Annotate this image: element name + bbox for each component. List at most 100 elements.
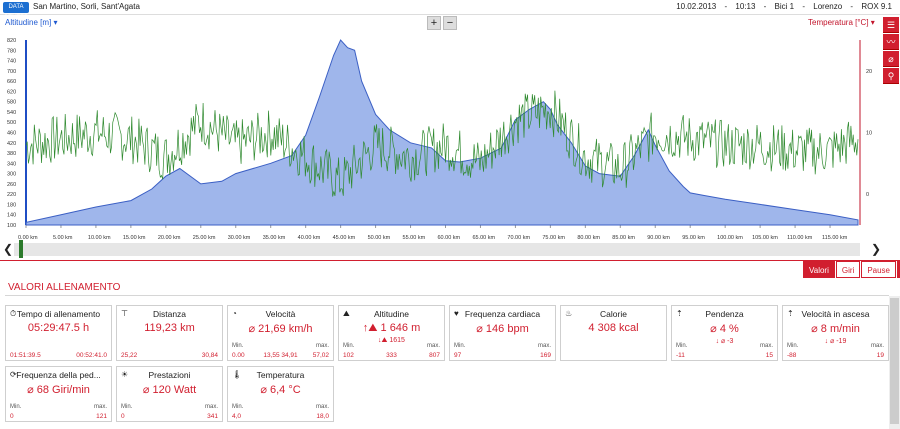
stat-card: ⛰ Altitudine ↑⛰ 1 646 m ↓⛰ 1615 Min. max. 102 3… xyxy=(338,305,445,361)
stat-min-label: Min. xyxy=(787,343,799,349)
stat-min-value: -88 xyxy=(787,352,797,359)
timeline-handle[interactable] xyxy=(19,240,23,258)
x-tick-label: 75.00 km xyxy=(542,235,565,240)
vertical-scrollbar[interactable] xyxy=(889,296,900,429)
left-tick-label: 300 xyxy=(7,172,16,178)
stat-max-value: 807 xyxy=(429,352,440,359)
x-tick-label: 30.00 km xyxy=(228,235,251,240)
tab-giri[interactable]: Giri xyxy=(835,261,861,278)
stat-min-label: Min. xyxy=(232,404,244,410)
x-tick-label: 20.00 km xyxy=(158,235,181,240)
left-tick-label: 420 xyxy=(7,141,16,147)
left-tick-label: 780 xyxy=(7,48,16,54)
left-tick-label: 660 xyxy=(7,79,16,85)
zoom-out-button[interactable]: − xyxy=(443,16,457,30)
stat-min-value: 0 xyxy=(121,413,125,420)
list-view-icon[interactable]: ☰ xyxy=(897,261,900,278)
x-tick-label: 45.00 km xyxy=(333,235,356,240)
stat-value: 4 308 kcal xyxy=(588,322,639,334)
left-tick-label: 140 xyxy=(7,213,16,219)
stat-min-label: Min. xyxy=(121,404,133,410)
activity-device: ROX 9.1 xyxy=(861,2,892,11)
timeline-track[interactable] xyxy=(14,243,860,256)
chevron-down-icon: ▾ xyxy=(53,18,58,27)
stat-value: ↑⛰ 1 646 m xyxy=(362,322,421,334)
tab-bar: Valori Giri Pause ☰ xyxy=(802,261,900,278)
stat-value: ⌀ 4 % xyxy=(710,323,739,335)
right-tick-label: 0 xyxy=(866,192,869,198)
tab-valori[interactable]: Valori xyxy=(803,261,835,278)
x-tick-label: 105.00 km xyxy=(752,235,778,240)
tab-pause[interactable]: Pause xyxy=(861,261,896,278)
clock-icon: ⏱ xyxy=(10,309,17,318)
stat-min-value: 4,0 xyxy=(232,413,242,420)
x-tick-label: 5.00 km xyxy=(53,235,73,240)
stat-min-label: Min. xyxy=(10,404,22,410)
x-tick-label: 40.00 km xyxy=(298,235,321,240)
stat-min-label: Min. xyxy=(676,343,688,349)
speedometer-icon: ◔ xyxy=(232,309,237,318)
stat-max-value: 00:52:41.0 xyxy=(76,352,107,359)
stat-max-label: max. xyxy=(537,343,551,349)
cadence-icon: ⟳ xyxy=(10,370,17,379)
app-logo: DATA CENTER xyxy=(3,2,29,21)
list-icon[interactable]: ☰ xyxy=(883,17,899,33)
left-tick-label: 740 xyxy=(7,59,16,65)
left-axis-selector[interactable]: Altitudine [m] ▾ xyxy=(5,18,58,27)
stat-value: ⌀ 21,69 km/h xyxy=(248,323,313,335)
section-title: VALORI ALLENAMENTO xyxy=(8,282,121,293)
stat-min-label: Min. xyxy=(454,343,466,349)
marker-icon[interactable]: ⚲ xyxy=(883,68,899,84)
slope-icon: ⇡ xyxy=(676,309,683,318)
stat-label: Tempo di allenamento xyxy=(16,309,101,319)
right-axis-selector[interactable]: Temperatura [°C] ▾ xyxy=(808,18,875,27)
stat-min-value: 25,22 xyxy=(121,352,138,359)
stat-label: Distanza xyxy=(152,309,187,319)
stat-card: ⇡ Pendenza ⌀ 4 % ↓ ⌀ -3 Min. max. -11 15 xyxy=(671,305,778,361)
stat-max-label: max. xyxy=(759,343,773,349)
stat-min-value: 102 xyxy=(343,352,354,359)
chevron-down-icon: ▾ xyxy=(870,18,875,27)
distance-icon: ⊤ xyxy=(121,309,128,318)
left-tick-label: 620 xyxy=(7,89,16,95)
left-tick-label: 100 xyxy=(7,223,16,229)
stat-card: ☀ Prestazioni ⌀ 120 Watt Min. max. 0 341 xyxy=(116,366,223,422)
activity-date: 10.02.2013 xyxy=(676,2,717,11)
stat-label: Velocità in ascesa xyxy=(801,309,870,319)
power-icon: ☀ xyxy=(121,370,129,379)
left-tick-label: 580 xyxy=(7,100,16,106)
left-tick-label: 180 xyxy=(7,202,16,208)
mountain-icon: ⛰ xyxy=(343,309,350,318)
scroll-right-icon[interactable]: ❯ xyxy=(871,242,882,256)
training-chart[interactable]: 820 780 740 700 660 620 580 540 500 460 420 380 340 3… xyxy=(0,30,880,240)
activity-title: San Martino, Sorli, Sant'Agata xyxy=(33,2,140,11)
timeline-scroller[interactable]: ❮ ❯ xyxy=(0,240,882,258)
stat-card: ♥ Frequenza cardiaca ⌀ 146 bpm Min. max. 97 16… xyxy=(449,305,556,361)
thermometer-icon: 🌡 xyxy=(232,370,243,379)
stat-value: 05:29:47.5 h xyxy=(27,322,90,334)
chart-icon[interactable]: 〰 xyxy=(883,34,899,50)
stat-max-label: max. xyxy=(426,343,440,349)
x-tick-label: 90.00 km xyxy=(647,235,670,240)
stat-card: ♨ Calorie 4 308 kcal xyxy=(560,305,667,361)
activity-time: 10:13 xyxy=(735,2,756,11)
scrollbar-thumb[interactable] xyxy=(890,298,899,424)
left-tick-label: 220 xyxy=(7,192,16,198)
stat-card: ⟳ Frequenza della ped... ⌀ 68 Giri/min Min.… xyxy=(5,366,112,422)
x-tick-label: 80.00 km xyxy=(577,235,600,240)
stat-label: Altitudine xyxy=(374,309,409,319)
stat-max-value: 19 xyxy=(876,352,884,359)
right-tick-label: 20 xyxy=(866,69,872,75)
left-axis-title: Altitudine [m] xyxy=(5,18,52,27)
stat-card: 🌡 Temperatura ⌀ 6,4 °C Min. max. 4,0 18,0 xyxy=(227,366,334,422)
top-bar: DATA CENTER San Martino, Sorli, Sant'Aga… xyxy=(0,0,900,21)
stat-value: ⌀ 146 bpm xyxy=(476,323,529,335)
zoom-in-button[interactable]: + xyxy=(427,16,441,30)
stat-card: ⇡ Velocità in ascesa ⌀ 8 m/min ↓ ⌀ -19 Min. m… xyxy=(782,305,889,361)
stat-card: ⏱ Tempo di allenamento 05:29:47.5 h 01:51:3… xyxy=(5,305,112,361)
average-icon[interactable]: ⌀ xyxy=(883,51,899,67)
right-axis-title: Temperatura [°C] xyxy=(808,18,869,27)
stat-max-label: max. xyxy=(204,404,218,410)
scroll-left-icon[interactable]: ❮ xyxy=(3,242,14,256)
stat-card: ⊤ Distanza 119,23 km 25,22 30,84 xyxy=(116,305,223,361)
